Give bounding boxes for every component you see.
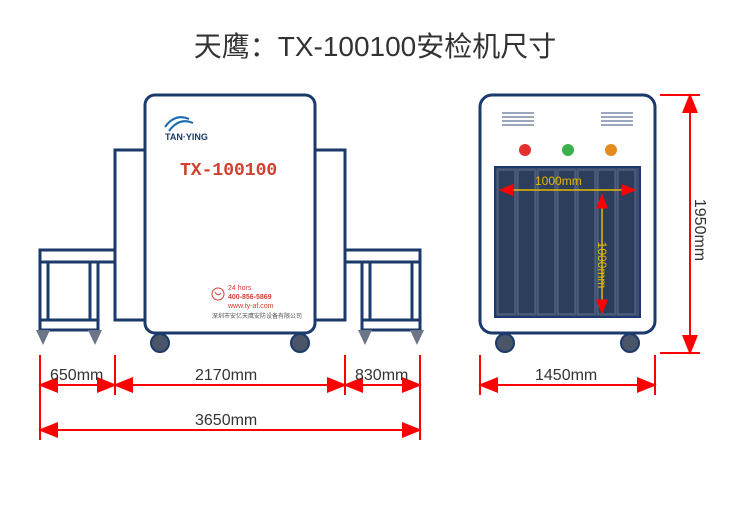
side-view: 1000mm 1000mm — [480, 95, 655, 352]
main-unit: TAN·YING TX-100100 24 hors 400-856-5869 … — [115, 95, 345, 352]
model-label: TX-100100 — [180, 161, 277, 181]
website: www.ty-af.com — [227, 303, 274, 310]
hotline-number: 400-856-5869 — [228, 294, 272, 301]
dim-height: 1950mm — [691, 199, 708, 261]
dim-total: 3650mm — [195, 412, 257, 429]
company: 深圳市安亿天鹰安防设备有限公司 — [212, 312, 302, 320]
dim-seg-mid: 2170mm — [195, 367, 257, 384]
diagram-stage: TAN·YING TX-100100 24 hors 400-856-5869 … — [0, 85, 750, 515]
led-orange — [605, 144, 617, 156]
led-red — [519, 144, 531, 156]
tunnel-height: 1000mm — [595, 242, 609, 289]
dim-width: 1450mm — [535, 367, 597, 384]
front-view: TAN·YING TX-100100 24 hors 400-856-5869 … — [36, 95, 424, 352]
led-green — [562, 144, 574, 156]
tunnel-slats — [498, 170, 635, 314]
diagram-title: 天鹰：TX-100100安检机尺寸 — [0, 25, 750, 65]
dim-seg-right: 830mm — [355, 367, 408, 384]
tunnel-width: 1000mm — [535, 174, 582, 188]
brand-label: TAN·YING — [165, 132, 208, 142]
dim-seg-left: 650mm — [50, 367, 103, 384]
hotline-label: 24 hors — [228, 285, 252, 292]
